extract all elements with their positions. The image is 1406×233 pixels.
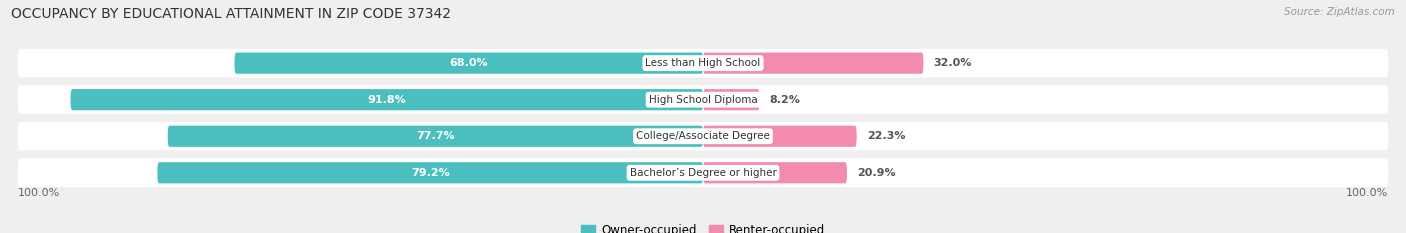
Text: 20.9%: 20.9% bbox=[858, 168, 896, 178]
FancyBboxPatch shape bbox=[703, 89, 759, 110]
Text: College/Associate Degree: College/Associate Degree bbox=[636, 131, 770, 141]
Text: 22.3%: 22.3% bbox=[868, 131, 905, 141]
Text: Bachelor’s Degree or higher: Bachelor’s Degree or higher bbox=[630, 168, 776, 178]
FancyBboxPatch shape bbox=[703, 52, 924, 74]
Text: 100.0%: 100.0% bbox=[17, 188, 59, 198]
FancyBboxPatch shape bbox=[157, 162, 703, 183]
FancyBboxPatch shape bbox=[17, 86, 1389, 114]
FancyBboxPatch shape bbox=[167, 126, 703, 147]
Text: 8.2%: 8.2% bbox=[770, 95, 800, 105]
FancyBboxPatch shape bbox=[17, 49, 1389, 77]
FancyBboxPatch shape bbox=[70, 89, 703, 110]
Text: OCCUPANCY BY EDUCATIONAL ATTAINMENT IN ZIP CODE 37342: OCCUPANCY BY EDUCATIONAL ATTAINMENT IN Z… bbox=[11, 7, 451, 21]
Text: 100.0%: 100.0% bbox=[1347, 188, 1389, 198]
Text: 68.0%: 68.0% bbox=[450, 58, 488, 68]
FancyBboxPatch shape bbox=[17, 158, 1389, 187]
FancyBboxPatch shape bbox=[703, 126, 856, 147]
Text: High School Diploma: High School Diploma bbox=[648, 95, 758, 105]
Legend: Owner-occupied, Renter-occupied: Owner-occupied, Renter-occupied bbox=[576, 219, 830, 233]
Text: 91.8%: 91.8% bbox=[367, 95, 406, 105]
FancyBboxPatch shape bbox=[235, 52, 703, 74]
FancyBboxPatch shape bbox=[17, 122, 1389, 151]
FancyBboxPatch shape bbox=[703, 162, 846, 183]
Text: 79.2%: 79.2% bbox=[411, 168, 450, 178]
Text: Less than High School: Less than High School bbox=[645, 58, 761, 68]
Text: 77.7%: 77.7% bbox=[416, 131, 454, 141]
Text: 32.0%: 32.0% bbox=[934, 58, 972, 68]
Text: Source: ZipAtlas.com: Source: ZipAtlas.com bbox=[1284, 7, 1395, 17]
